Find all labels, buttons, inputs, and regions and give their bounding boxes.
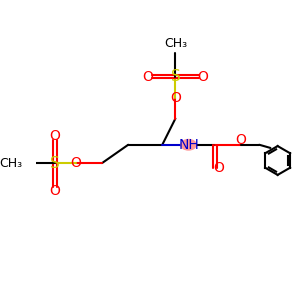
- Text: S: S: [170, 69, 180, 84]
- Text: O: O: [50, 129, 60, 142]
- Text: O: O: [170, 91, 181, 105]
- Text: CH₃: CH₃: [0, 157, 22, 169]
- Text: S: S: [50, 156, 60, 171]
- Text: O: O: [50, 184, 60, 198]
- Text: CH₃: CH₃: [164, 37, 187, 50]
- Text: O: O: [197, 70, 208, 84]
- Ellipse shape: [181, 140, 196, 150]
- Text: O: O: [70, 156, 81, 170]
- Text: O: O: [236, 133, 246, 146]
- Text: O: O: [213, 161, 224, 175]
- Text: O: O: [142, 70, 153, 84]
- Text: NH: NH: [178, 138, 199, 152]
